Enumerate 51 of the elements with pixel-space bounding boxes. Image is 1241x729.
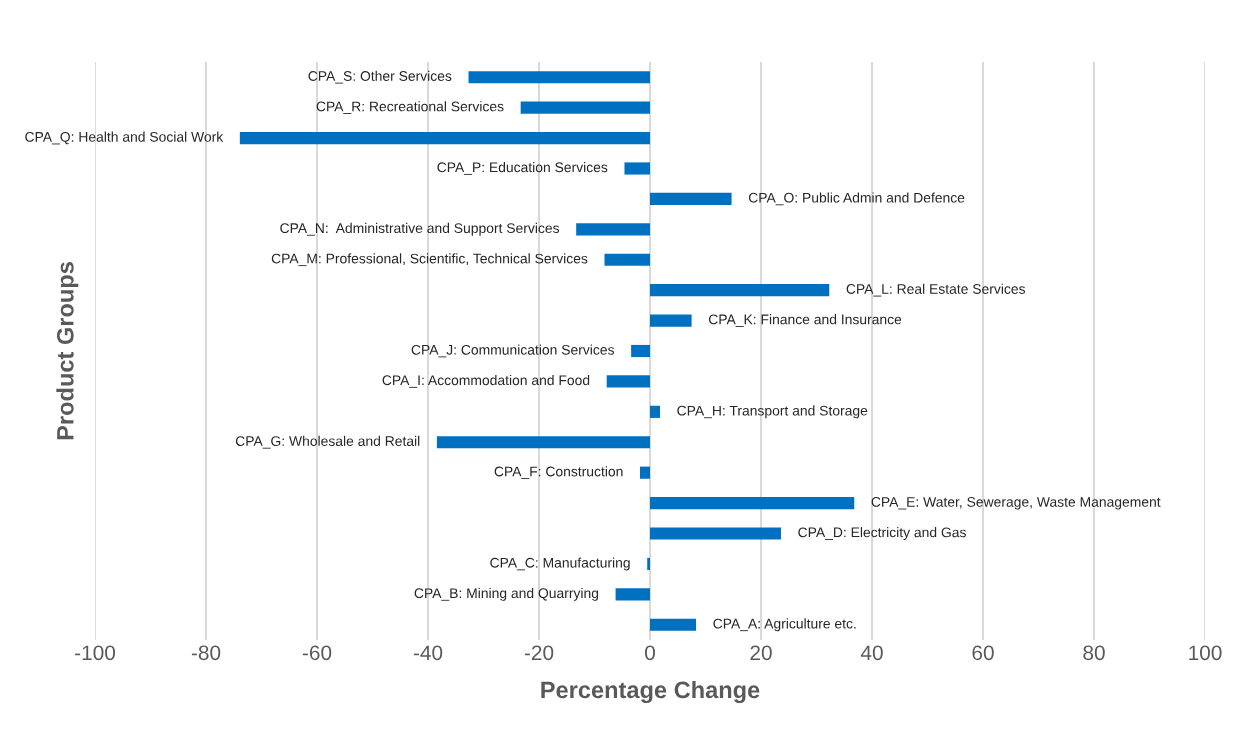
y-tick-label: CPA_L: Real Estate Services bbox=[846, 283, 1026, 297]
x-tick-label: 20 bbox=[750, 645, 772, 661]
bar bbox=[520, 101, 650, 114]
x-tick-label: 80 bbox=[1083, 645, 1105, 661]
bar bbox=[606, 375, 650, 388]
bar bbox=[624, 162, 650, 175]
bar bbox=[604, 253, 650, 266]
bar bbox=[650, 527, 781, 540]
y-tick-label: CPA_S: Other Services bbox=[308, 70, 452, 84]
x-tick-label: -100 bbox=[75, 645, 116, 661]
y-tick-label: CPA_R: Recreational Services bbox=[316, 101, 504, 114]
x-tick-label: -60 bbox=[302, 645, 332, 661]
bar bbox=[576, 223, 650, 236]
x-tick-label: 40 bbox=[860, 645, 883, 661]
y-tick-label: CPA_G: Wholesale and Retail bbox=[235, 435, 420, 449]
bar bbox=[650, 192, 732, 205]
y-axis-title: Product Groups bbox=[56, 262, 79, 440]
y-tick-label: CPA_N: Administrative and Support Services bbox=[280, 222, 560, 236]
x-tick-label: 60 bbox=[972, 645, 994, 661]
x-tick-label: -20 bbox=[524, 645, 554, 661]
y-tick-label: CPA_M: Professional, Scientific, Technical Services bbox=[271, 253, 588, 267]
bar bbox=[615, 588, 650, 601]
y-tick-label: CPA_E: Water, Sewerage, Waste Management bbox=[871, 497, 1161, 510]
y-tick-label: CPA_B: Mining and Quarrying bbox=[414, 587, 599, 601]
bar bbox=[650, 618, 697, 631]
y-tick-label: CPA_D: Electricity and Gas bbox=[798, 527, 966, 540]
x-tick-label: 0 bbox=[645, 645, 655, 661]
x-axis-title: Percentage Change bbox=[541, 680, 760, 704]
y-tick-label: CPA_A: Agriculture etc. bbox=[713, 618, 856, 632]
x-tick-label: -40 bbox=[413, 645, 443, 661]
bar bbox=[650, 497, 855, 510]
bar bbox=[640, 466, 650, 479]
bar bbox=[647, 557, 650, 571]
bar bbox=[436, 436, 650, 449]
bar bbox=[468, 71, 650, 84]
x-tick-label: -80 bbox=[191, 645, 221, 661]
y-tick-label: CPA_K: Finance and Insurance bbox=[708, 314, 902, 327]
y-tick-label: CPA_P: Education Services bbox=[437, 162, 608, 175]
bar bbox=[631, 344, 650, 358]
bar bbox=[239, 131, 650, 145]
y-tick-label: CPA_I: Accommodation and Food bbox=[382, 374, 590, 388]
bar bbox=[650, 314, 692, 327]
y-tick-label: CPA_J: Communication Services bbox=[411, 344, 614, 358]
y-tick-label: CPA_F: Construction bbox=[494, 466, 623, 480]
y-tick-label: CPA_H: Transport and Storage bbox=[677, 405, 868, 419]
bar bbox=[650, 284, 830, 297]
x-tick-label: 100 bbox=[1189, 645, 1222, 661]
bar bbox=[650, 405, 660, 418]
y-tick-label: CPA_O: Public Admin and Defence bbox=[748, 192, 965, 206]
y-tick-label: CPA_C: Manufacturing bbox=[490, 557, 630, 571]
y-tick-label: CPA_Q: Health and Social Work bbox=[25, 131, 224, 145]
